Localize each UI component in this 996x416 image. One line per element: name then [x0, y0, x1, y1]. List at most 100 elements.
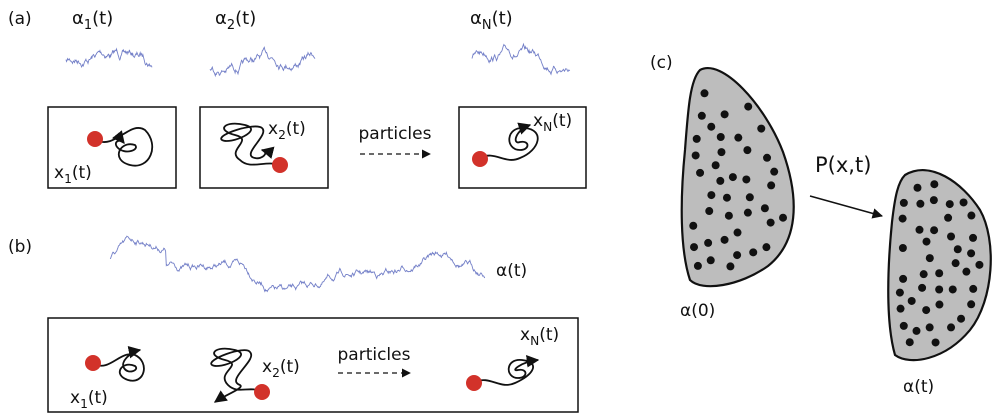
noise-trace: [110, 236, 485, 291]
label-base: x: [533, 111, 543, 131]
point: [734, 229, 742, 237]
math-label: α1(t): [72, 8, 113, 33]
map-label: P(x,t): [815, 153, 871, 177]
point: [723, 194, 731, 202]
particle: [87, 131, 103, 147]
label-tail: (t): [552, 111, 572, 131]
particle: [254, 384, 270, 400]
point: [930, 180, 938, 188]
math-label: αN(t): [470, 8, 513, 33]
point: [920, 270, 928, 278]
label-tail: (t): [92, 8, 113, 29]
label-base: x: [70, 388, 80, 408]
point: [962, 268, 970, 276]
point: [749, 248, 757, 256]
label-subscript: 1: [80, 397, 88, 411]
label-subscript: 1: [84, 18, 92, 33]
label-tail: (t): [492, 8, 513, 29]
point: [896, 289, 904, 297]
point: [912, 327, 920, 335]
point: [954, 245, 962, 253]
point: [930, 196, 938, 204]
point: [967, 300, 975, 308]
point: [935, 301, 943, 309]
point: [721, 110, 729, 118]
label-base: α: [215, 8, 227, 29]
label-tail: (t): [286, 119, 306, 139]
point: [900, 322, 908, 330]
point: [712, 161, 720, 169]
point: [916, 200, 924, 208]
particle: [85, 355, 101, 371]
region-label: α(t): [903, 377, 934, 397]
trajectory: [475, 360, 538, 385]
noise-trace: [66, 49, 152, 67]
arrow-label: particles: [338, 345, 411, 365]
label-base: x: [268, 119, 278, 139]
region-label: α(0): [680, 301, 715, 321]
point: [721, 236, 729, 244]
signal-label: α(t): [496, 261, 527, 281]
point: [744, 103, 752, 111]
point: [726, 262, 734, 270]
point: [918, 284, 926, 292]
point: [906, 338, 914, 346]
point: [770, 168, 778, 176]
point: [707, 191, 715, 199]
point: [975, 261, 983, 269]
point: [767, 181, 775, 189]
point: [707, 256, 715, 264]
point: [690, 243, 698, 251]
point: [767, 219, 775, 227]
point: [926, 323, 934, 331]
arrow-label: particles: [359, 124, 432, 144]
point: [952, 259, 960, 267]
point: [757, 125, 765, 133]
point: [899, 215, 907, 223]
label-subscript: N: [530, 334, 539, 348]
label-subscript: N: [482, 18, 492, 33]
particle-box: [200, 107, 328, 188]
point: [900, 199, 908, 207]
point: [742, 175, 750, 183]
point: [915, 226, 923, 234]
panel-label: (a): [8, 9, 32, 29]
noise-trace: [210, 47, 315, 75]
label-subscript: 2: [227, 18, 235, 33]
point: [717, 148, 725, 156]
math-label: xN(t): [520, 325, 559, 348]
particle: [466, 375, 482, 391]
label-tail: (t): [88, 388, 108, 408]
point: [700, 89, 708, 97]
point: [744, 209, 752, 217]
label-tail: (t): [280, 357, 300, 377]
point: [704, 239, 712, 247]
point: [957, 315, 965, 323]
label-base: α: [72, 8, 84, 29]
point: [717, 133, 725, 141]
math-label: α2(t): [215, 8, 256, 33]
label-subscript: 2: [278, 128, 286, 142]
point: [967, 249, 975, 257]
point: [716, 177, 724, 185]
point: [694, 262, 702, 270]
final-region: [888, 170, 991, 360]
label-base: x: [262, 357, 272, 377]
point: [967, 212, 975, 220]
point: [779, 214, 787, 222]
point: [935, 269, 943, 277]
point: [908, 297, 916, 305]
point: [947, 323, 955, 331]
panel-label: (b): [8, 237, 32, 257]
figure: (a) (b) (c) particles particles α(t) P(x…: [0, 0, 996, 416]
math-label: x1(t): [70, 388, 108, 411]
math-label: xN(t): [533, 111, 572, 134]
point: [763, 154, 771, 162]
point: [762, 243, 770, 251]
point: [926, 254, 934, 262]
point: [725, 212, 733, 220]
point: [932, 338, 940, 346]
point: [705, 207, 713, 215]
point: [897, 305, 905, 313]
noise-trace: [472, 44, 570, 74]
